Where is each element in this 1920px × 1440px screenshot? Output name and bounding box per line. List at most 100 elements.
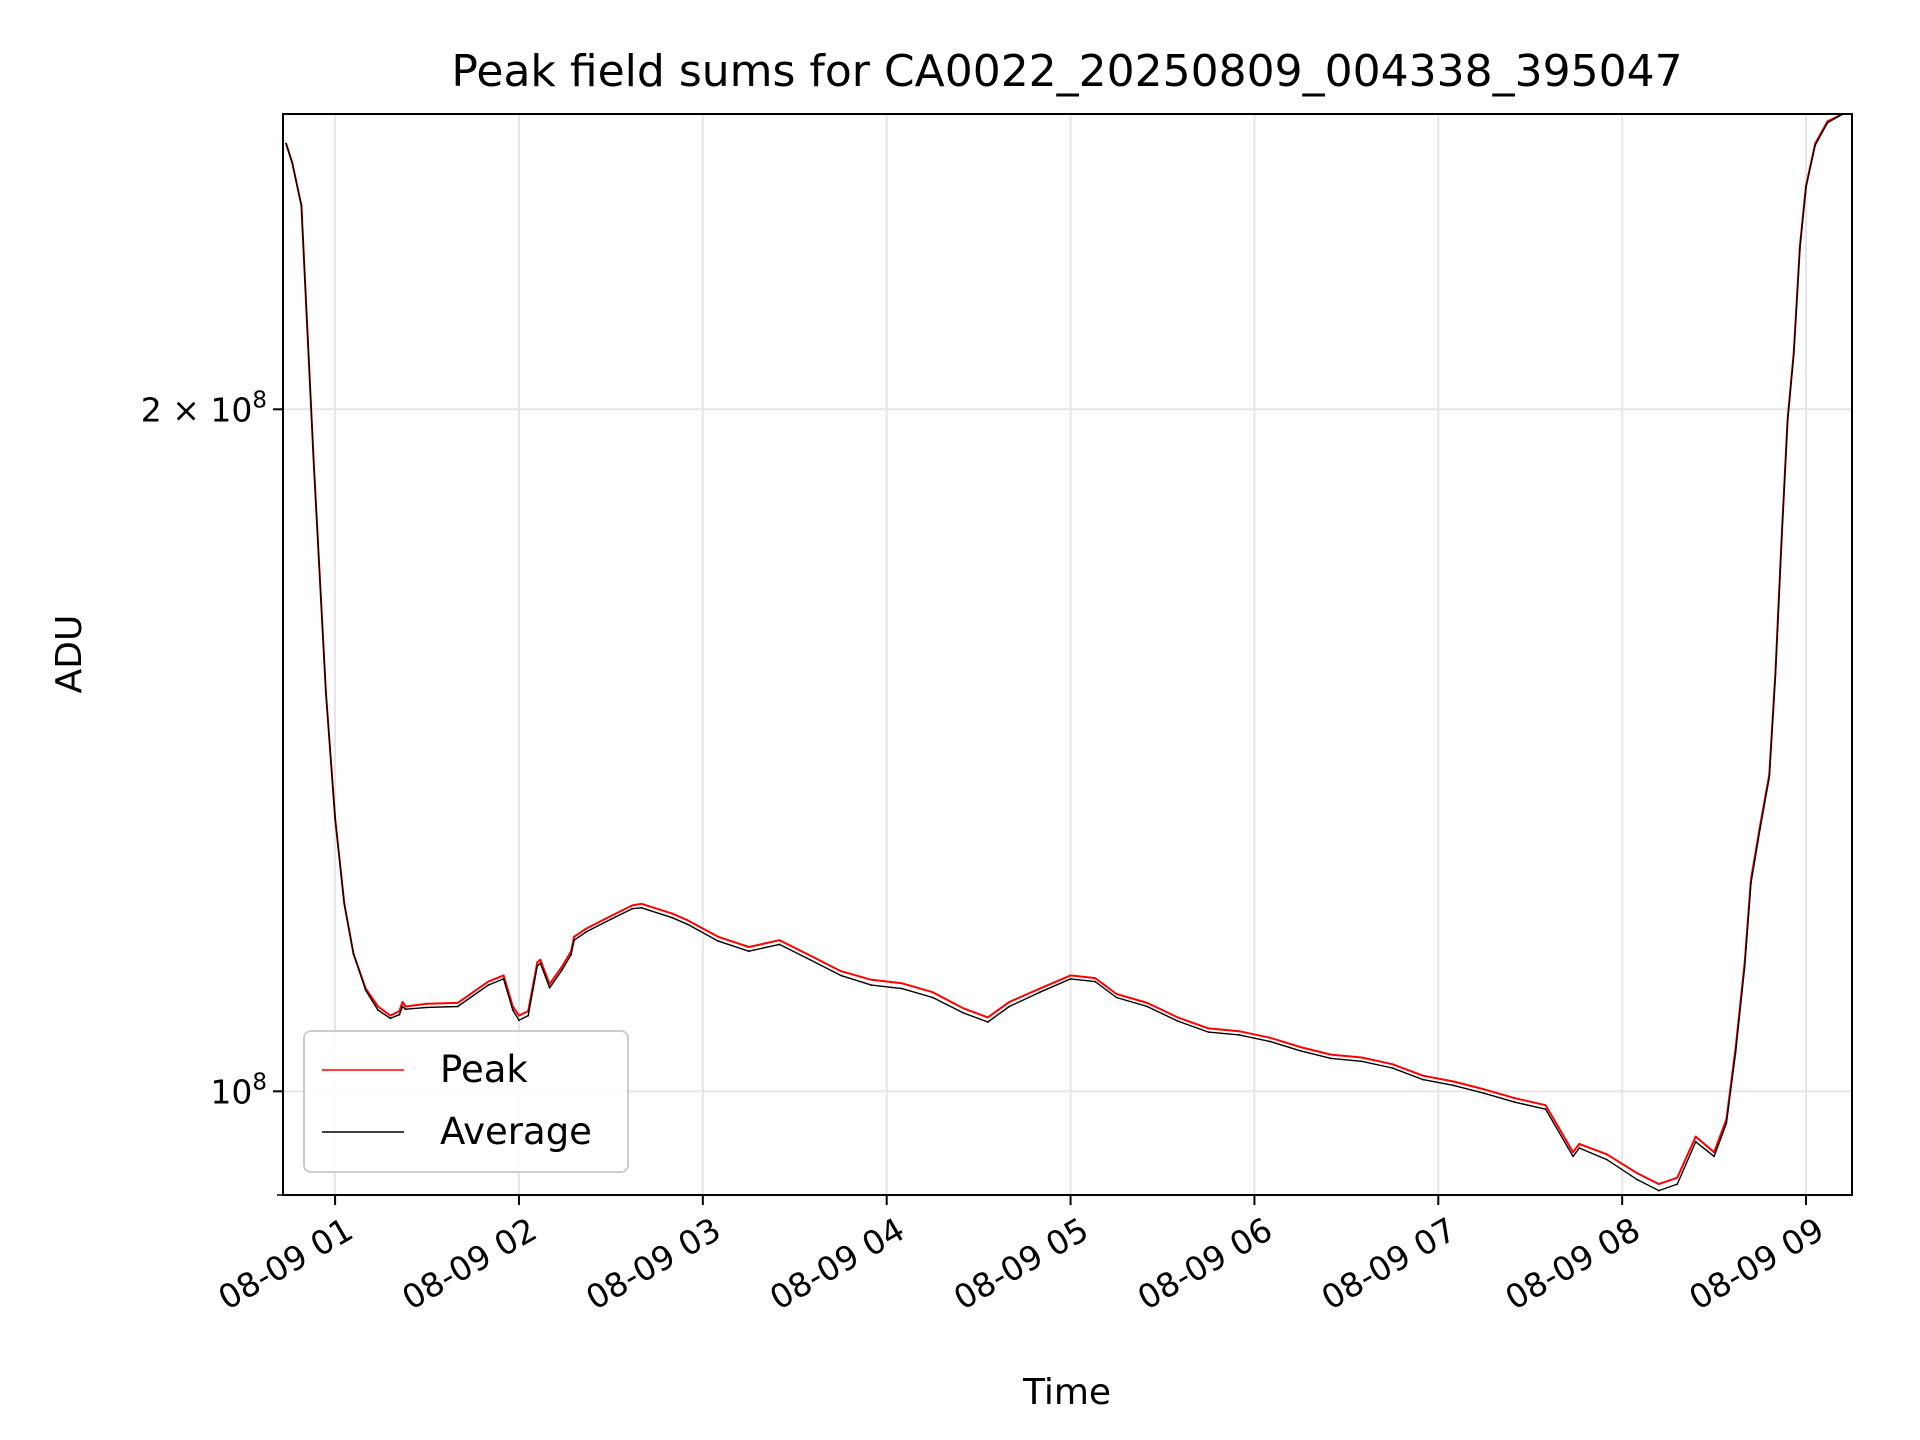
data-point bbox=[778, 943, 781, 946]
data-point bbox=[1207, 1027, 1210, 1030]
data-point bbox=[1268, 1036, 1271, 1039]
data-point bbox=[1514, 1101, 1516, 1104]
data-point bbox=[1676, 1183, 1679, 1185]
data-point bbox=[404, 1008, 407, 1011]
data-point bbox=[1676, 1176, 1679, 1179]
data-point bbox=[839, 974, 842, 977]
data-point bbox=[1658, 1189, 1660, 1192]
data-point bbox=[1544, 1108, 1547, 1111]
data-point bbox=[1299, 1049, 1302, 1052]
data-point bbox=[717, 940, 720, 942]
data-point bbox=[1786, 420, 1789, 423]
data-point bbox=[1774, 674, 1777, 677]
data-point bbox=[312, 458, 315, 461]
data-point bbox=[1694, 1140, 1697, 1143]
legend-label-average: Average bbox=[440, 1110, 592, 1153]
data-point bbox=[377, 1009, 379, 1011]
data-point bbox=[1636, 1178, 1639, 1181]
data-point bbox=[1578, 1143, 1581, 1145]
data-point bbox=[640, 902, 643, 905]
data-point bbox=[640, 906, 643, 909]
data-point bbox=[1605, 1158, 1608, 1161]
data-point bbox=[986, 1021, 989, 1023]
data-point bbox=[401, 1001, 404, 1003]
data-point bbox=[548, 986, 551, 989]
data-point bbox=[809, 958, 811, 961]
data-point bbox=[1572, 1155, 1574, 1158]
data-point bbox=[539, 962, 542, 965]
data-point bbox=[518, 1014, 520, 1017]
data-point bbox=[1799, 247, 1801, 250]
data-point bbox=[631, 904, 634, 907]
data-point bbox=[747, 950, 750, 953]
series-layer bbox=[285, 113, 1844, 1192]
data-point bbox=[1452, 1080, 1455, 1083]
data-point bbox=[870, 978, 873, 981]
data-point bbox=[401, 1005, 404, 1008]
legend-label-peak: Peak bbox=[440, 1048, 528, 1091]
data-point bbox=[717, 935, 720, 938]
data-point bbox=[291, 161, 294, 164]
data-point bbox=[631, 907, 634, 910]
data-point bbox=[1069, 974, 1072, 977]
data-point bbox=[1391, 1067, 1394, 1069]
data-point bbox=[1452, 1084, 1455, 1087]
data-point bbox=[1008, 1001, 1011, 1003]
grid bbox=[283, 114, 1852, 1195]
data-point bbox=[1176, 1020, 1179, 1022]
data-point bbox=[1514, 1097, 1516, 1100]
y-axis-label: ADU bbox=[49, 615, 90, 694]
data-point bbox=[1805, 186, 1807, 189]
data-point bbox=[561, 969, 563, 972]
data-point bbox=[1360, 1056, 1363, 1059]
data-point bbox=[1330, 1053, 1332, 1056]
data-point bbox=[1039, 987, 1041, 990]
data-point bbox=[1268, 1040, 1271, 1043]
chart-title: Peak field sums for CA0022_20250809_0043… bbox=[451, 46, 1682, 97]
data-point bbox=[1146, 1005, 1149, 1008]
data-point bbox=[285, 142, 287, 145]
data-point bbox=[573, 935, 575, 938]
data-point bbox=[1238, 1034, 1240, 1036]
data-point bbox=[686, 919, 689, 922]
data-point bbox=[1544, 1104, 1547, 1107]
legend: Peak Average bbox=[303, 1030, 629, 1173]
y-tick-label: 2 × 108 bbox=[141, 387, 267, 429]
data-point bbox=[1605, 1153, 1608, 1156]
data-point bbox=[1483, 1088, 1486, 1091]
data-point bbox=[1069, 978, 1072, 980]
data-point bbox=[1039, 991, 1041, 994]
data-point bbox=[389, 1014, 392, 1017]
data-point bbox=[502, 978, 505, 980]
data-point bbox=[1694, 1135, 1697, 1138]
data-point bbox=[1826, 121, 1829, 124]
data-point bbox=[1008, 1005, 1011, 1008]
data-point bbox=[901, 982, 903, 985]
data-point bbox=[747, 946, 750, 948]
data-point bbox=[686, 923, 689, 926]
data-point bbox=[778, 939, 781, 942]
data-point bbox=[334, 817, 336, 819]
data-point bbox=[986, 1016, 989, 1019]
data-point bbox=[1238, 1030, 1240, 1033]
data-point bbox=[962, 1012, 965, 1014]
data-point bbox=[487, 984, 490, 986]
data-point bbox=[398, 1013, 401, 1016]
data-point bbox=[671, 916, 674, 919]
data-point bbox=[610, 915, 612, 917]
data-point bbox=[487, 980, 490, 983]
plot-frame bbox=[282, 113, 1853, 1196]
data-point bbox=[1658, 1183, 1660, 1185]
data-point bbox=[1759, 827, 1761, 830]
data-point bbox=[1792, 352, 1795, 355]
data-point bbox=[1636, 1172, 1639, 1175]
data-point bbox=[1578, 1147, 1581, 1149]
data-point bbox=[561, 965, 563, 968]
data-point bbox=[1814, 144, 1817, 147]
data-point bbox=[502, 974, 505, 977]
data-point bbox=[325, 691, 327, 694]
data-point bbox=[426, 1002, 428, 1005]
data-point bbox=[585, 927, 588, 930]
